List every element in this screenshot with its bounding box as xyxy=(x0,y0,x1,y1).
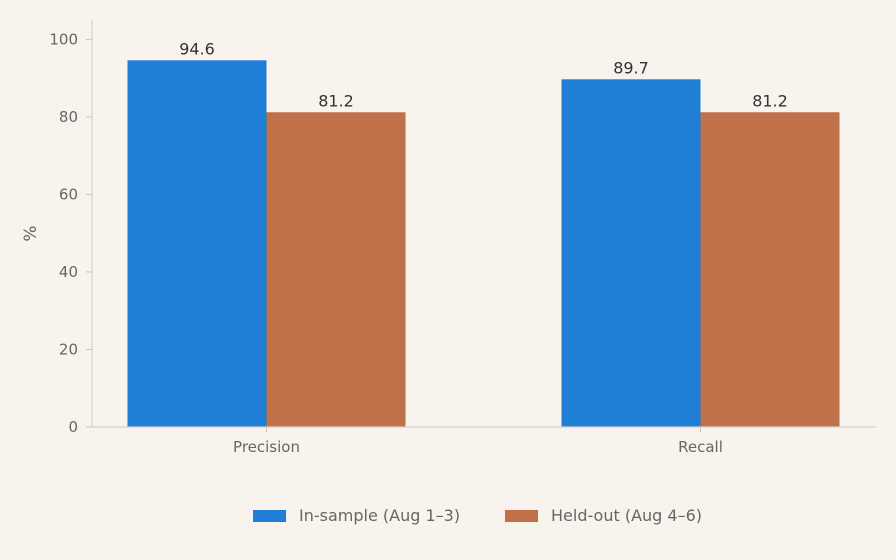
value-labels: 94.6 81.2 89.7 81.2 xyxy=(179,39,788,110)
legend-swatch xyxy=(253,510,286,522)
legend-label: Held-out (Aug 4–6) xyxy=(551,506,702,525)
y-tick-label: 100 xyxy=(49,30,78,48)
bar-value-label: 89.7 xyxy=(613,58,649,77)
y-tick-label: 20 xyxy=(59,340,78,358)
y-tick-label: 60 xyxy=(59,185,78,203)
y-tick-label: 0 xyxy=(68,418,78,436)
y-axis-title: % xyxy=(21,225,41,241)
bar-precision-series-0 xyxy=(127,60,267,428)
bar-value-label: 94.6 xyxy=(179,39,215,58)
legend: In-sample (Aug 1–3) Held-out (Aug 4–6) xyxy=(253,506,702,525)
legend-label: In-sample (Aug 1–3) xyxy=(299,506,460,525)
bar-value-label: 81.2 xyxy=(318,91,354,110)
bars xyxy=(127,60,840,428)
bar-recall-series-0 xyxy=(561,79,701,427)
bar-recall-series-1 xyxy=(700,112,840,428)
x-axis-categories: Precision Recall xyxy=(233,427,723,456)
y-axis-ticks: 0 20 40 60 80 100 xyxy=(49,30,92,436)
y-tick-label: 40 xyxy=(59,263,78,281)
bar-value-label: 81.2 xyxy=(752,91,788,110)
bar-precision-series-1 xyxy=(266,112,406,428)
x-category-label: Precision xyxy=(233,438,300,456)
x-category-label: Recall xyxy=(678,438,723,456)
legend-swatch xyxy=(505,510,538,522)
y-tick-label: 80 xyxy=(59,108,78,126)
